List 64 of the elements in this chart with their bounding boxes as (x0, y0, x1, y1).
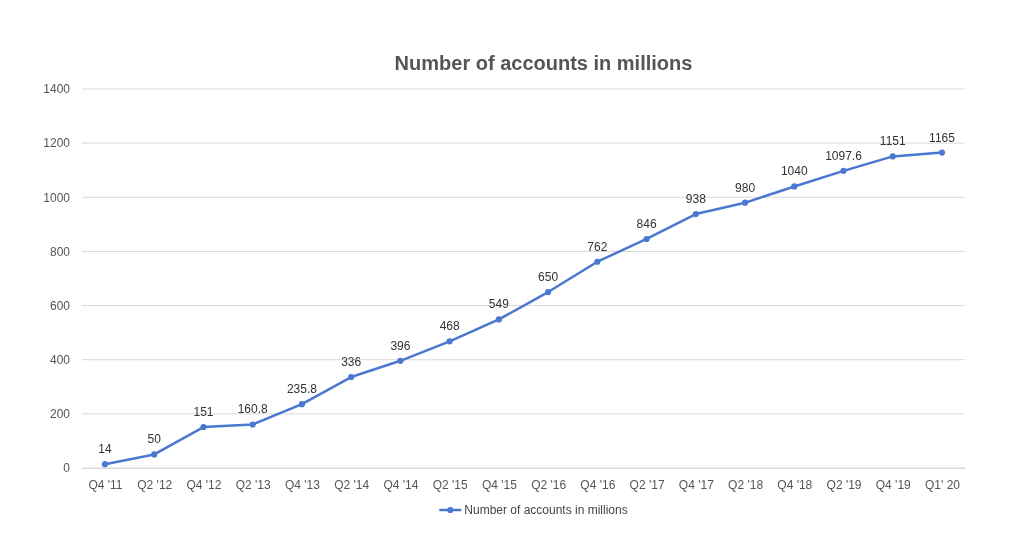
y-tick-label: 400 (49, 353, 71, 368)
point (151, 451, 158, 458)
x-tick-label: Q1' 20 (925, 477, 961, 492)
point (840, 167, 847, 174)
data-label: 50 (147, 432, 162, 447)
point (348, 373, 355, 381)
x-tick-label: Q2 '12 (137, 477, 173, 492)
point (545, 288, 552, 296)
y-tick-label: 600 (49, 298, 71, 313)
data-label: 151 (193, 405, 214, 420)
point (495, 316, 502, 323)
data-label: 1040 (780, 164, 808, 179)
data-label: 235.8 (286, 382, 318, 397)
data-label: 980 (735, 180, 756, 195)
x-tick-label: Q4 '17 (678, 477, 715, 492)
point (889, 153, 896, 160)
data-label: 762 (587, 239, 608, 254)
data-label: 468 (439, 319, 460, 334)
y-tick-label: 0 (63, 461, 71, 476)
x-tick-label: Q4 '16 (580, 477, 616, 492)
point (249, 421, 256, 428)
data-label: 549 (488, 297, 510, 312)
point (692, 210, 699, 218)
x-tick-label: Q4 '14 (383, 477, 419, 492)
x-tick-label: Q4 '13 (284, 477, 321, 492)
y-tick-label: 800 (49, 244, 71, 259)
point (397, 357, 404, 364)
point (298, 401, 306, 408)
y-tick-label: 200 (49, 407, 71, 422)
chart-title: Number of accounts in millions (394, 52, 693, 74)
point (594, 258, 601, 265)
legend-label: Number of accounts in millions (464, 503, 628, 517)
x-tick-label: Q2 '15 (432, 477, 468, 492)
data-label: 14 (98, 442, 112, 457)
data-label: 1165 (929, 130, 956, 145)
data-label: 396 (390, 338, 411, 353)
data-label: 650 (538, 270, 559, 285)
data-label: 1151 (879, 134, 906, 149)
x-tick-label: Q4 '12 (186, 477, 222, 492)
x-tick-label: Q2 '17 (629, 477, 665, 492)
x-tick-label: Q2 '19 (826, 477, 862, 492)
point (938, 149, 946, 156)
data-label: 160.8 (237, 402, 269, 417)
data-label: 846 (636, 216, 657, 231)
point (791, 183, 798, 190)
x-tick-label: Q2 '14 (334, 477, 370, 492)
point (101, 461, 109, 468)
point (200, 424, 207, 431)
x-tick-label: Q4 '19 (875, 477, 912, 492)
data-label: 1097.6 (825, 148, 863, 163)
data-label: 938 (685, 192, 707, 207)
y-tick-label: 1400 (43, 82, 71, 97)
x-tick-label: Q4 '11 (88, 477, 123, 492)
x-tick-label: Q2 '18 (728, 477, 764, 492)
data-label: 336 (341, 355, 362, 370)
x-tick-label: Q2 '13 (235, 477, 272, 492)
x-tick-label: Q4 '15 (481, 477, 518, 492)
y-tick-label: 1000 (43, 190, 71, 205)
point (741, 199, 749, 206)
x-tick-label: Q2 '16 (531, 477, 567, 492)
x-tick-label: Q4 '18 (777, 477, 813, 492)
point (643, 235, 650, 243)
y-tick-label: 1200 (43, 136, 71, 151)
point (446, 338, 453, 345)
